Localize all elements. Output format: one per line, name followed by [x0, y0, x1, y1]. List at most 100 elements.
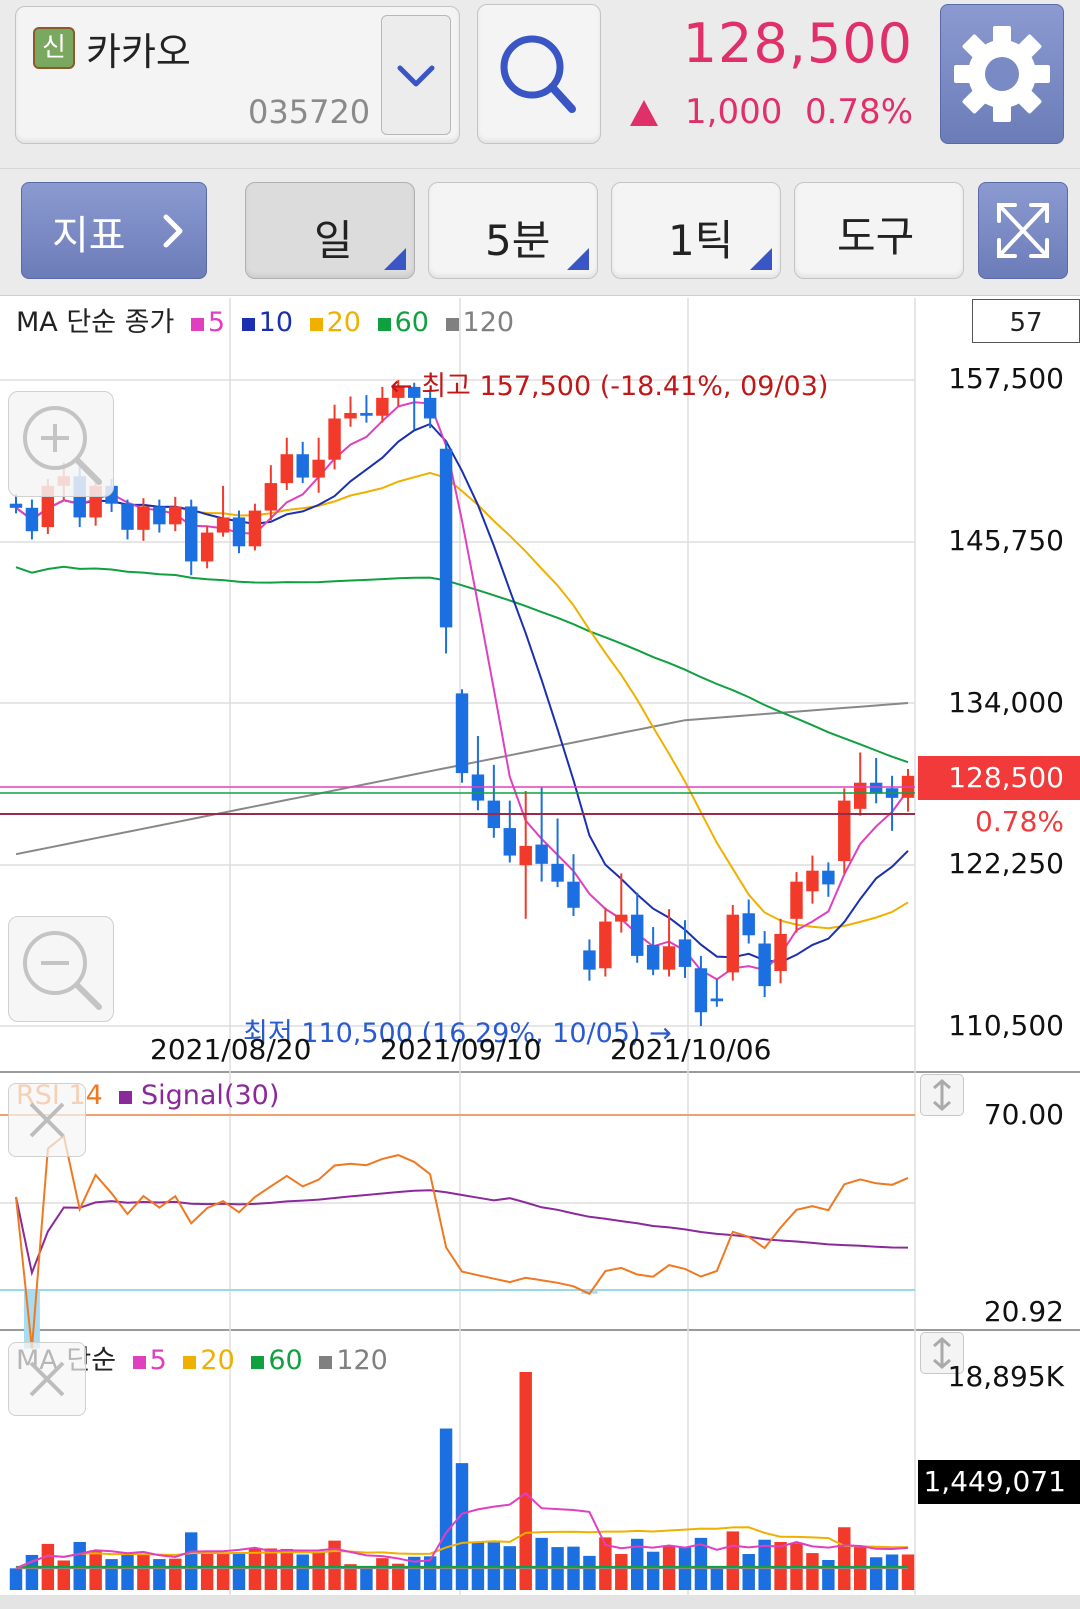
fullscreen-button[interactable]	[978, 182, 1068, 279]
vol-legend-ma60: 60	[268, 1345, 303, 1376]
rsi-plot	[15, 1134, 909, 1349]
rsi-close-button[interactable]	[8, 1083, 86, 1157]
candle-body	[423, 397, 437, 419]
volume-bar	[519, 1372, 532, 1590]
candle	[376, 386, 389, 423]
candle	[662, 909, 676, 977]
candle-body	[551, 863, 564, 882]
y-label-145750: 145,750	[948, 524, 1064, 557]
period-tick-button[interactable]: 1틱	[611, 182, 781, 279]
candle	[567, 854, 580, 917]
candle	[423, 389, 437, 429]
volume-bar	[838, 1527, 851, 1590]
rsi-signal-line	[15, 1189, 909, 1277]
candle-body	[758, 943, 771, 987]
chart-area[interactable]	[0, 295, 1080, 1609]
volume-bar	[869, 1557, 883, 1590]
candle	[185, 499, 198, 576]
volume-bar	[646, 1551, 660, 1590]
candle-body	[137, 506, 150, 530]
volume-bar	[312, 1551, 325, 1590]
candle	[344, 396, 357, 427]
candle	[471, 735, 485, 811]
candle-body	[280, 454, 293, 484]
candle-body	[360, 412, 373, 416]
rsi-resize-handle[interactable]	[920, 1074, 964, 1116]
candle-body	[662, 946, 676, 970]
candle	[758, 931, 771, 998]
zoom-out-button[interactable]	[8, 916, 114, 1022]
candle-body	[232, 517, 246, 547]
volume-bar	[710, 1566, 724, 1590]
candle-body	[519, 845, 532, 866]
y-label-134000: 134,000	[948, 686, 1064, 719]
candle-body	[328, 418, 341, 460]
legend-ma60: 60	[394, 307, 429, 338]
candle-body	[742, 913, 755, 936]
period-min-button[interactable]: 5분	[428, 182, 598, 279]
candle	[232, 510, 246, 554]
volume-bar	[583, 1555, 596, 1590]
candle	[25, 499, 39, 540]
candle	[137, 498, 150, 541]
candle	[328, 404, 341, 470]
candle	[806, 855, 819, 904]
candle-body	[185, 506, 198, 562]
candle-body	[774, 933, 787, 972]
rsi-upper-label: 70.00	[983, 1098, 1064, 1131]
ma60-line	[15, 565, 909, 764]
candle	[854, 752, 867, 816]
volume-bar	[121, 1554, 134, 1590]
candle-body	[455, 693, 469, 774]
y-label-122250: 122,250	[948, 847, 1064, 880]
settings-button[interactable]	[940, 4, 1064, 144]
stock-selector[interactable]: 신 카카오 035720	[15, 6, 460, 144]
tools-button[interactable]: 도구	[794, 182, 964, 279]
volume-bar	[200, 1552, 214, 1590]
candle	[726, 905, 739, 981]
volume-bar	[280, 1548, 293, 1590]
current-price: 128,500	[682, 12, 913, 75]
legend-ma5: 5	[207, 307, 226, 338]
legend-ma10: 10	[258, 307, 294, 338]
volume-bar	[264, 1548, 278, 1590]
volume-bar	[822, 1560, 835, 1590]
chevron-down-icon	[397, 65, 435, 87]
candle	[312, 437, 325, 493]
candle-body	[869, 782, 883, 794]
volume-bar	[694, 1537, 708, 1590]
legend-swatch-ma60	[377, 318, 391, 331]
candle-body	[153, 506, 166, 525]
candle-body	[567, 881, 580, 908]
volume-bar	[344, 1564, 357, 1590]
volume-bar	[360, 1566, 373, 1590]
zoom-in-button[interactable]	[8, 391, 114, 497]
candle-body	[678, 939, 692, 967]
expand-icon	[997, 203, 1049, 258]
volume-bar	[423, 1556, 437, 1590]
candle-body	[121, 503, 134, 530]
low-annotation: 최저 110,500 (16.29%, 10/05) →	[243, 1018, 672, 1049]
stock-dropdown-button[interactable]	[381, 15, 451, 135]
y-label-157500: 157,500	[948, 362, 1064, 395]
volume-resize-handle[interactable]	[920, 1332, 964, 1374]
candle	[200, 525, 214, 569]
close-icon	[29, 1102, 65, 1138]
period-day-button[interactable]: 일	[245, 182, 415, 279]
candle-body	[710, 998, 724, 1002]
candle	[392, 380, 405, 407]
search-button[interactable]	[477, 4, 601, 144]
indicator-button[interactable]: 지표	[21, 182, 207, 279]
volume-bar	[392, 1563, 405, 1590]
vol-legend-ma20: 20	[200, 1345, 235, 1376]
volume-bar	[328, 1540, 341, 1590]
vol-legend-ma5: 5	[149, 1345, 167, 1376]
current-price-tag: 128,500	[918, 756, 1080, 800]
candle	[678, 920, 692, 978]
candle	[631, 892, 644, 963]
price-ma-legend: MA 단순 종가 5 10 20 60 120	[16, 300, 514, 339]
chevron-right-icon	[163, 214, 183, 248]
candle-count-box[interactable]: 57	[972, 299, 1080, 343]
volume-close-button[interactable]	[8, 1342, 86, 1416]
candle	[439, 441, 453, 654]
